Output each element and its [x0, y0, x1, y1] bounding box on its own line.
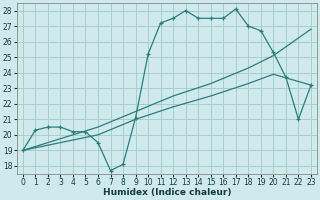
X-axis label: Humidex (Indice chaleur): Humidex (Indice chaleur) [103, 188, 231, 197]
